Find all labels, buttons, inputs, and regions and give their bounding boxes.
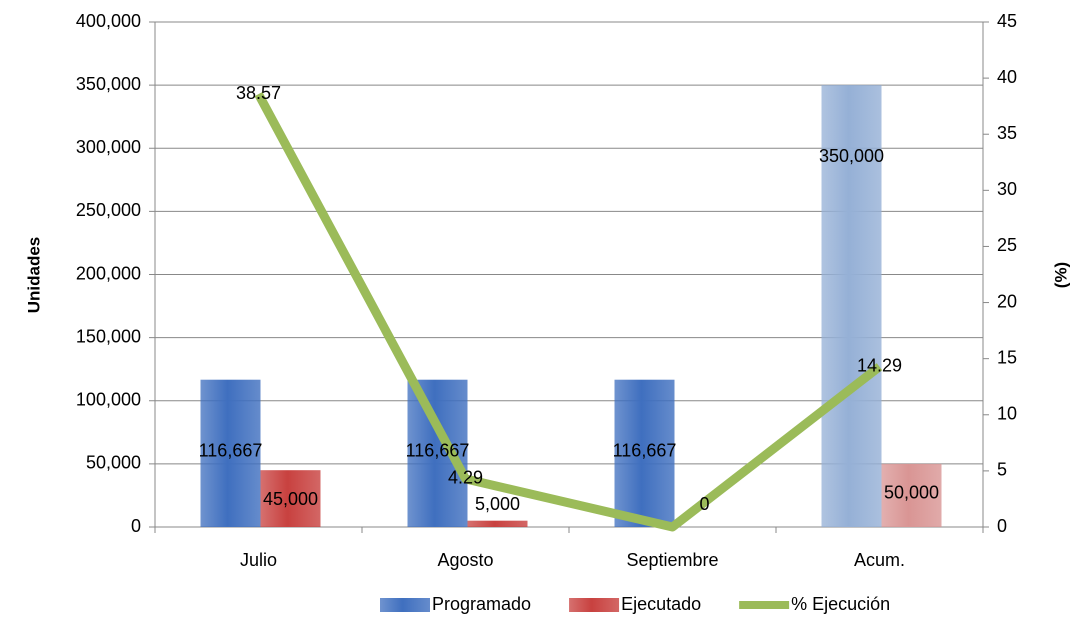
bar bbox=[881, 463, 942, 527]
x-tick-label: Septiembre bbox=[626, 550, 718, 570]
data-label: 14.29 bbox=[857, 355, 902, 375]
data-label: 116,667 bbox=[613, 440, 677, 460]
y-tick-label: 300,000 bbox=[76, 137, 141, 157]
y2-axis-title: (%) bbox=[1051, 262, 1070, 288]
data-label: 45,000 bbox=[263, 489, 318, 509]
legend-swatch bbox=[380, 598, 430, 612]
bar bbox=[260, 470, 321, 527]
data-label: 38.57 bbox=[236, 83, 281, 103]
y2-tick-label: 0 bbox=[997, 516, 1007, 536]
data-label: 50,000 bbox=[884, 483, 939, 503]
data-label: 5,000 bbox=[475, 494, 520, 514]
y2-tick-label: 30 bbox=[997, 179, 1017, 199]
x-tick-label: Julio bbox=[240, 550, 277, 570]
data-label: 4.29 bbox=[448, 468, 483, 488]
bar bbox=[821, 85, 882, 527]
y2-tick-label: 10 bbox=[997, 404, 1017, 424]
data-label: 350,000 bbox=[819, 146, 884, 166]
y2-tick-label: 25 bbox=[997, 235, 1017, 255]
y-tick-label: 100,000 bbox=[76, 390, 141, 410]
bar bbox=[200, 379, 261, 527]
y-tick-label: 150,000 bbox=[76, 326, 141, 346]
y-axis-title: Unidades bbox=[24, 237, 43, 314]
data-label: 0 bbox=[699, 494, 709, 514]
y2-tick-label: 45 bbox=[997, 11, 1017, 31]
y-tick-label: 250,000 bbox=[76, 200, 141, 220]
data-label: 116,667 bbox=[199, 440, 263, 460]
y2-tick-label: 5 bbox=[997, 460, 1007, 480]
y-tick-label: 400,000 bbox=[76, 11, 141, 31]
x-tick-label: Agosto bbox=[437, 550, 493, 570]
bar bbox=[407, 379, 468, 527]
bar bbox=[614, 379, 675, 527]
y-tick-label: 350,000 bbox=[76, 74, 141, 94]
y2-tick-label: 15 bbox=[997, 347, 1017, 367]
y-tick-label: 200,000 bbox=[76, 263, 141, 283]
data-label: 116,667 bbox=[406, 440, 470, 460]
y-tick-label: 50,000 bbox=[86, 453, 141, 473]
legend-label: % Ejecución bbox=[791, 594, 890, 614]
y2-tick-label: 35 bbox=[997, 123, 1017, 143]
legend-label: Ejecutado bbox=[621, 594, 701, 614]
y-tick-label: 0 bbox=[131, 516, 141, 536]
legend-label: Programado bbox=[432, 594, 531, 614]
legend-swatch bbox=[569, 598, 620, 612]
y2-tick-label: 20 bbox=[997, 291, 1017, 311]
bar bbox=[467, 520, 528, 527]
line bbox=[254, 92, 883, 532]
x-tick-label: Acum. bbox=[854, 550, 905, 570]
y2-tick-label: 40 bbox=[997, 67, 1017, 87]
